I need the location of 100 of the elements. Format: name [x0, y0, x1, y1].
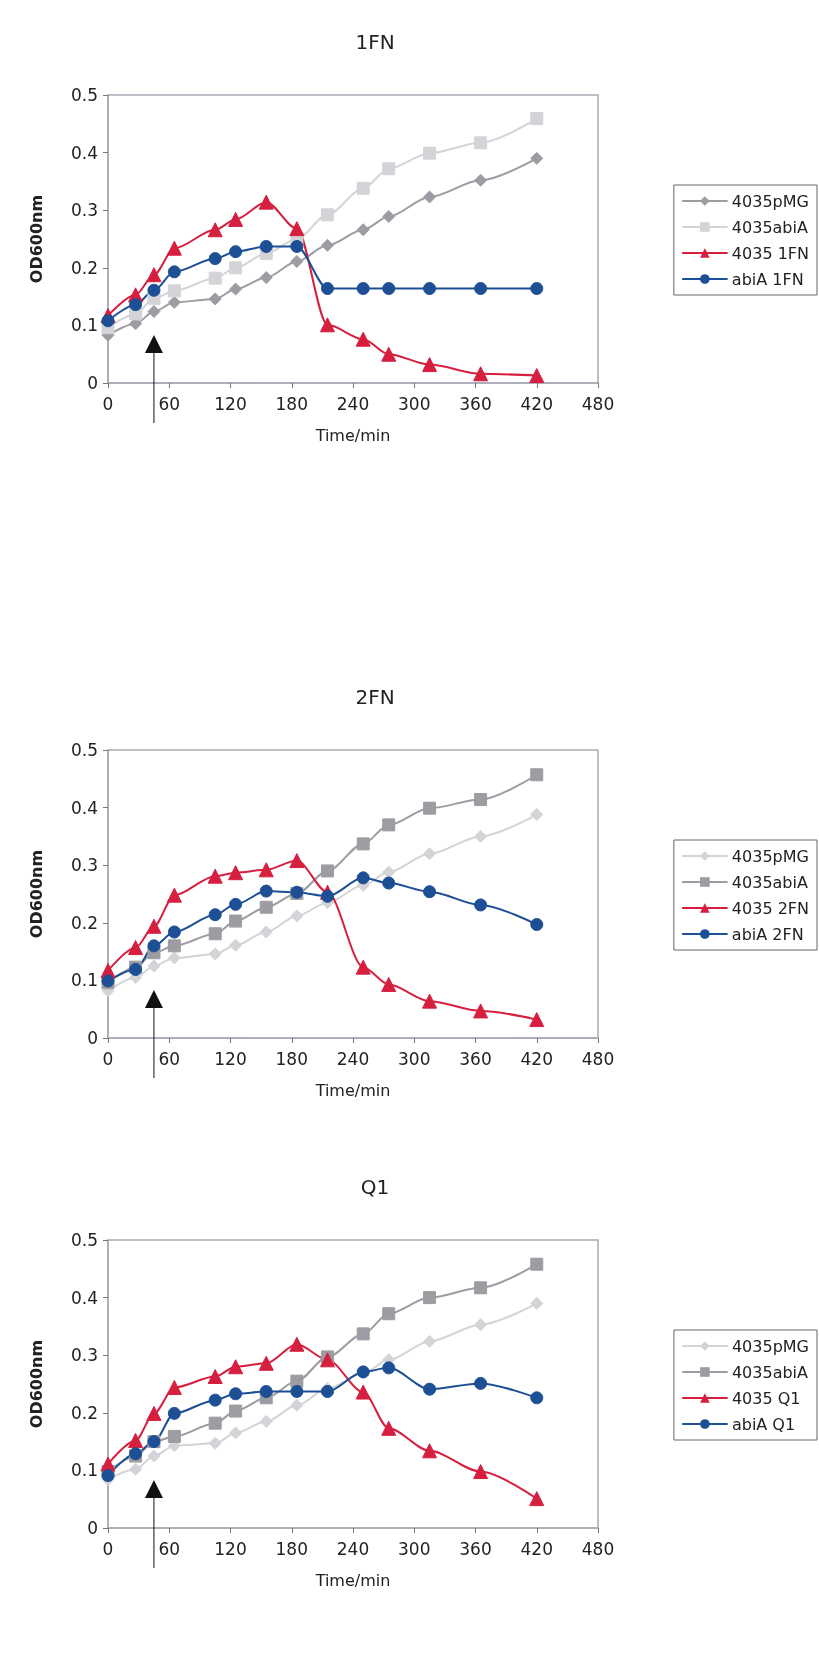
point [147, 939, 161, 953]
legend-label: 4035abiA [731, 1362, 809, 1382]
x-tick-label: 480 [581, 1048, 615, 1069]
point [530, 282, 544, 296]
x-tick-label: 180 [275, 1538, 308, 1559]
point [258, 1355, 274, 1371]
x-tick-label: 60 [158, 1538, 181, 1559]
point [228, 1359, 244, 1375]
point [229, 261, 243, 275]
point [207, 1369, 223, 1385]
point [381, 976, 397, 992]
y-axis-title: OD600nm [26, 849, 46, 939]
point [290, 909, 304, 923]
point [289, 853, 305, 869]
point [473, 366, 489, 382]
point [229, 1426, 243, 1440]
point [166, 887, 182, 903]
point [474, 898, 488, 912]
point [147, 305, 161, 319]
point [228, 865, 244, 881]
legend-label: abiA 1FN [731, 269, 804, 289]
point [474, 282, 488, 296]
point [290, 239, 304, 253]
legend-label: 4035 1FN [731, 243, 809, 263]
point [423, 1334, 437, 1348]
point [320, 864, 334, 878]
point [382, 865, 396, 879]
point [422, 1443, 438, 1459]
point [474, 829, 488, 843]
point [129, 298, 143, 312]
point [229, 914, 243, 928]
point [208, 1416, 222, 1430]
point [146, 1405, 162, 1421]
x-tick-label: 360 [459, 393, 492, 414]
y-tick-label: 0.4 [70, 797, 98, 818]
point [381, 1420, 397, 1436]
point [259, 925, 273, 939]
point [474, 173, 488, 187]
x-tick-label: 480 [581, 393, 615, 414]
point [259, 884, 273, 898]
point [356, 282, 370, 296]
y-axis-title: OD600nm [26, 194, 46, 284]
legend-label: 4035pMG [731, 846, 809, 866]
point [356, 837, 370, 851]
point [529, 1012, 545, 1028]
point [319, 317, 335, 333]
point [355, 1384, 371, 1400]
point [320, 238, 334, 252]
point [167, 1406, 181, 1420]
y-tick-label: 0 [87, 1028, 98, 1048]
point [423, 885, 437, 899]
y-tick-label: 0.2 [70, 912, 98, 933]
x-axis-title: Time/min [314, 1570, 391, 1590]
point [474, 793, 488, 807]
point [382, 1307, 396, 1321]
y-tick-label: 0.1 [70, 970, 98, 991]
point [320, 282, 334, 296]
point [208, 927, 222, 941]
x-tick-label: 120 [214, 1538, 247, 1559]
point [208, 1393, 222, 1407]
x-tick-label: 420 [520, 1048, 553, 1069]
point [320, 889, 334, 903]
point [423, 1382, 437, 1396]
y-tick-label: 0.5 [70, 1230, 98, 1250]
x-tick-label: 0 [102, 393, 114, 414]
point [355, 331, 371, 347]
x-tick-label: 420 [520, 1538, 553, 1559]
point [530, 1257, 544, 1271]
x-tick-label: 180 [275, 1048, 308, 1069]
point [382, 282, 396, 296]
x-tick-label: 240 [336, 1538, 370, 1559]
point [259, 1384, 273, 1398]
chart-title: 1FN [355, 30, 395, 54]
legend-label: 4035pMG [731, 191, 809, 211]
point [229, 1404, 243, 1418]
point [289, 221, 305, 237]
y-tick-label: 0.3 [70, 1345, 98, 1366]
point [530, 808, 544, 822]
point [259, 239, 273, 253]
legend-label: 4035pMG [731, 1336, 809, 1356]
point [382, 1361, 396, 1375]
point [530, 768, 544, 782]
y-tick-label: 0.4 [70, 142, 98, 163]
point [229, 938, 243, 952]
point [289, 1336, 305, 1352]
x-tick-label: 0 [102, 1048, 114, 1069]
y-tick-label: 0.3 [70, 855, 98, 876]
point [207, 868, 223, 884]
y-tick-label: 0.5 [70, 85, 98, 105]
y-tick-label: 0.1 [70, 1460, 98, 1481]
point [208, 1436, 222, 1450]
point [146, 918, 162, 934]
x-tick-label: 300 [398, 1538, 431, 1559]
point [258, 194, 274, 210]
point [382, 162, 396, 176]
point [474, 1318, 488, 1332]
point [229, 897, 243, 911]
point [423, 282, 437, 296]
x-tick-label: 0 [102, 1538, 114, 1559]
legend-label: 4035 2FN [731, 898, 809, 918]
